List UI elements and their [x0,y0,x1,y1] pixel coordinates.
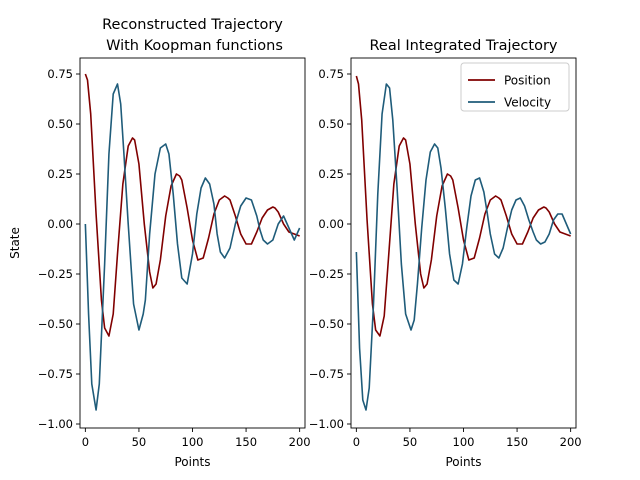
series-line-velocity [355,83,572,411]
y-tick-label: 0.50 [47,117,73,131]
x-tick-label: 150 [506,435,528,449]
y-tick-label: −0.75 [309,367,344,381]
chart-title-line: With Koopman functions [106,38,283,54]
y-tick-label: −1.00 [38,417,73,431]
legend: Position Velocity [460,62,570,112]
y-axis-label: State [8,227,22,259]
x-tick-label: 100 [182,435,204,449]
y-tick-label: −0.50 [38,317,73,331]
legend-label-velocity: Velocity [504,96,551,110]
x-tick-label: 100 [453,435,475,449]
series-group [84,73,301,411]
x-tick-label: 50 [403,435,418,449]
x-axis-label: Points [445,455,481,469]
series-line-series-b [84,83,301,411]
legend-box [460,62,570,112]
y-tick-label: 0.50 [318,117,344,131]
y-tick-label: −0.25 [309,267,344,281]
y-tick-label: −0.25 [38,267,73,281]
panel-reconstructed-trajectory: 0 50 100 150 200 −1.00 −0.75 −0.50 −0.25 0.00 0.25… [8,17,311,469]
y-tick-label: −0.75 [38,367,73,381]
x-axis-label: Points [174,455,210,469]
series-line-position [355,75,571,337]
series-group [355,75,572,411]
y-tick-label: −1.00 [309,417,344,431]
chart-title-line: Real Integrated Trajectory [369,38,557,54]
x-tick-label: 50 [132,435,147,449]
y-tick-label: 0.75 [47,67,73,81]
x-tick-label: 150 [235,435,257,449]
chart-title-line: Reconstructed Trajectory [102,17,283,33]
y-tick-label: 0.25 [47,167,73,181]
y-tick-label: 0.75 [318,67,344,81]
y-tick-label: −0.50 [309,317,344,331]
y-tick-label: 0.00 [47,217,73,231]
x-tick-label: 0 [353,435,360,449]
x-tick-label: 0 [82,435,89,449]
legend-label-position: Position [504,74,551,88]
y-tick-label: 0.00 [318,217,344,231]
y-tick-label: 0.25 [318,167,344,181]
series-line-series-a [84,73,300,337]
x-tick-label: 200 [289,435,311,449]
panel-real-integrated-trajectory: 0 50 100 150 200 −1.00 −0.75 −0.50 −0.25 0.00 0.25… [309,38,582,469]
x-tick-label: 200 [560,435,582,449]
